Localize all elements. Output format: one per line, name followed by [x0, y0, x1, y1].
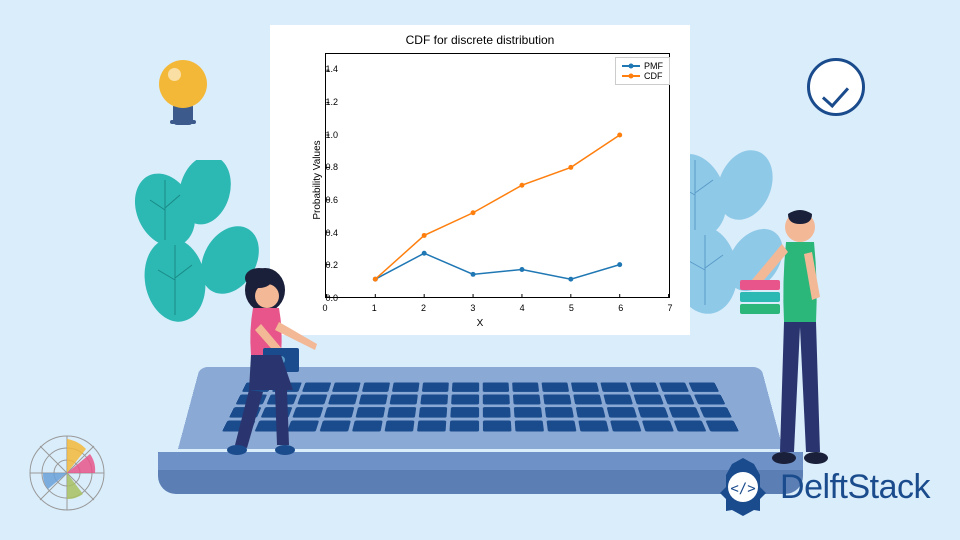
- lightbulb-icon: [155, 60, 211, 140]
- x-tick-label: 1: [372, 303, 377, 313]
- legend-item: CDF: [622, 71, 663, 81]
- radar-chart-icon: [28, 434, 106, 512]
- brand-logo: </> DelftStack: [712, 456, 930, 518]
- x-tick-label: 3: [470, 303, 475, 313]
- delftstack-emblem-icon: </>: [712, 456, 774, 518]
- clock-checkmark-icon: [807, 58, 865, 116]
- y-tick-label: 0.6: [325, 195, 338, 205]
- person-sitting-illustration: [205, 260, 345, 480]
- brand-name: DelftStack: [780, 468, 930, 507]
- x-tick-label: 2: [421, 303, 426, 313]
- legend-item: PMF: [622, 61, 663, 71]
- y-tick-label: 1.0: [325, 130, 338, 140]
- y-tick-label: 0.8: [325, 162, 338, 172]
- chart-legend: PMFCDF: [615, 57, 670, 85]
- y-tick-label: 0.4: [325, 228, 338, 238]
- chart-x-label: X: [477, 318, 484, 329]
- y-tick-label: 1.2: [325, 97, 338, 107]
- y-tick-label: 1.4: [325, 64, 338, 74]
- chart-title: CDF for discrete distribution: [270, 33, 690, 47]
- chart-plot-area: [325, 53, 670, 298]
- x-tick-label: 4: [520, 303, 525, 313]
- svg-text:</>: </>: [730, 481, 755, 497]
- chart-y-label: Probability Values: [312, 140, 323, 219]
- x-tick-label: 6: [618, 303, 623, 313]
- x-tick-label: 7: [667, 303, 672, 313]
- person-standing-illustration: [730, 202, 860, 492]
- x-tick-label: 5: [569, 303, 574, 313]
